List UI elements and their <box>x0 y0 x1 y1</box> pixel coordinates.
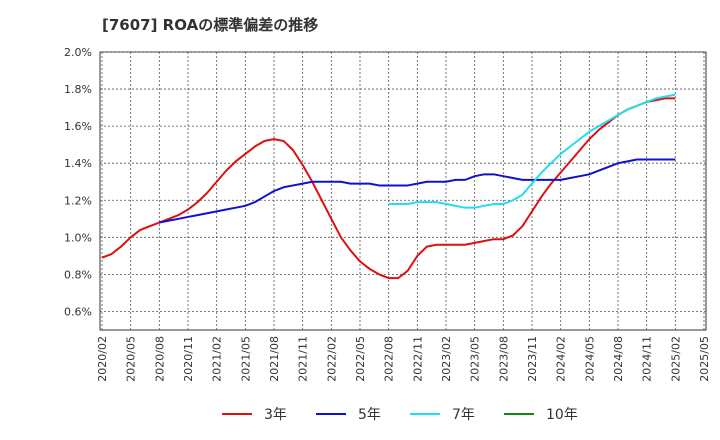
legend: 3年 5年 7年 10年 <box>222 407 578 423</box>
x-tick-label: 2023/11 <box>526 336 539 382</box>
y-tick-label: 1.2% <box>64 194 92 207</box>
legend-label: 3年 <box>264 407 287 423</box>
x-tick-label: 2021/05 <box>239 336 252 382</box>
series-line-7年 <box>388 93 676 209</box>
x-tick-label: 2023/02 <box>440 336 453 382</box>
x-tick-label: 2020/02 <box>96 336 109 382</box>
series-line-5年 <box>159 158 676 224</box>
x-tick-label: 2024/02 <box>555 336 568 382</box>
x-tick-label: 2022/08 <box>383 336 396 382</box>
y-tick-label: 1.0% <box>64 231 92 244</box>
y-tick-label: 1.8% <box>64 83 92 96</box>
x-tick-label: 2024/08 <box>612 336 625 382</box>
y-tick-label: 1.6% <box>64 120 92 133</box>
x-tick-label: 2023/08 <box>497 336 510 382</box>
y-tick-label: 0.8% <box>64 268 92 281</box>
series-lines <box>101 93 676 280</box>
x-tick-label: 2024/05 <box>583 336 596 382</box>
x-tick-label: 2025/02 <box>669 336 682 382</box>
plot-area <box>99 51 707 331</box>
x-tick-label: 2025/05 <box>698 336 711 382</box>
legend-label: 5年 <box>358 407 381 423</box>
y-tick-label: 2.0% <box>64 46 92 59</box>
x-tick-label: 2020/11 <box>182 336 195 382</box>
x-tick-label: 2021/02 <box>211 336 224 382</box>
y-tick-label: 0.6% <box>64 305 92 318</box>
x-tick-label: 2020/05 <box>125 336 138 382</box>
x-tick-label: 2022/11 <box>411 336 424 382</box>
x-tick-label: 2021/08 <box>268 336 281 382</box>
legend-label: 7年 <box>452 407 475 423</box>
chart-title: [7607] ROAの標準偏差の推移 <box>102 16 319 34</box>
x-tick-label: 2020/08 <box>153 336 166 382</box>
y-tick-label: 1.4% <box>64 157 92 170</box>
x-tick-label: 2021/11 <box>297 336 310 382</box>
legend-label: 10年 <box>546 407 578 423</box>
x-tick-label: 2022/02 <box>325 336 338 382</box>
x-tick-label: 2024/11 <box>641 336 654 382</box>
series-line-3年 <box>101 97 676 280</box>
x-tick-label: 2022/05 <box>354 336 367 382</box>
x-tick-label: 2023/05 <box>469 336 482 382</box>
y-axis-ticks: 0.6% 0.8% 1.0% 1.2% 1.4% 1.6% 1.8% 2.0% <box>64 46 92 318</box>
x-axis-ticks: 2020/02 2020/05 2020/08 2020/11 2021/02 2021/… <box>96 336 711 382</box>
